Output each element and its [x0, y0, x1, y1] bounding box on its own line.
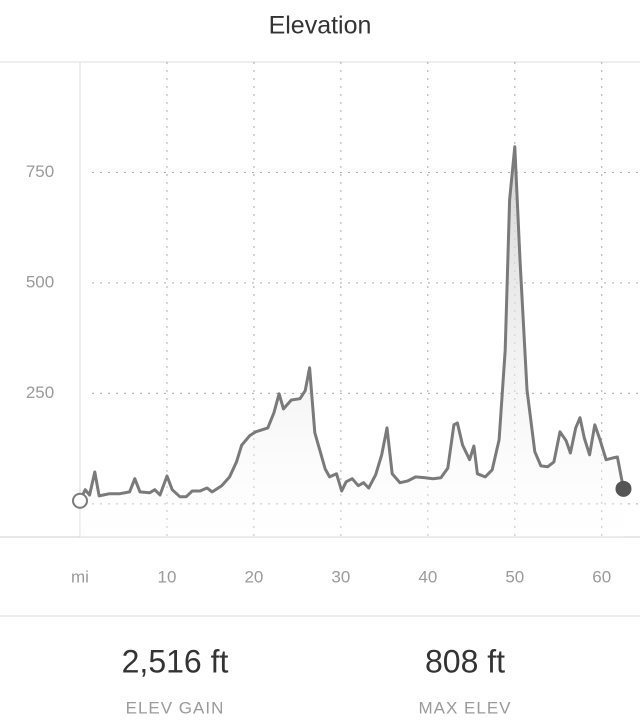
x-tick-label: 20 [244, 567, 263, 586]
chart: 250 500 750 mi 10 20 30 40 50 60 [0, 62, 640, 586]
title: Elevation [269, 12, 372, 40]
area [80, 146, 624, 538]
stat-value: 2,516 ft [122, 643, 229, 679]
start-marker [72, 492, 88, 509]
x-tick-label: 50 [505, 567, 524, 586]
elevation-line [78, 145, 625, 502]
x-tick-label: 40 [418, 567, 437, 586]
x-tick-label: 10 [157, 567, 176, 586]
x-tick-label: mi [71, 567, 89, 586]
end-marker [615, 480, 632, 497]
stat-label: ELEV GAIN [126, 698, 225, 717]
x-tick-label: 60 [592, 567, 611, 586]
y-tick-label: 500 [26, 272, 54, 291]
y-tick-label: 750 [26, 162, 54, 181]
stat-label: MAX ELEV [418, 698, 511, 717]
x-tick-label: 30 [331, 567, 350, 586]
y-tick-label: 250 [26, 383, 54, 402]
stat-value: 808 ft [425, 643, 505, 679]
